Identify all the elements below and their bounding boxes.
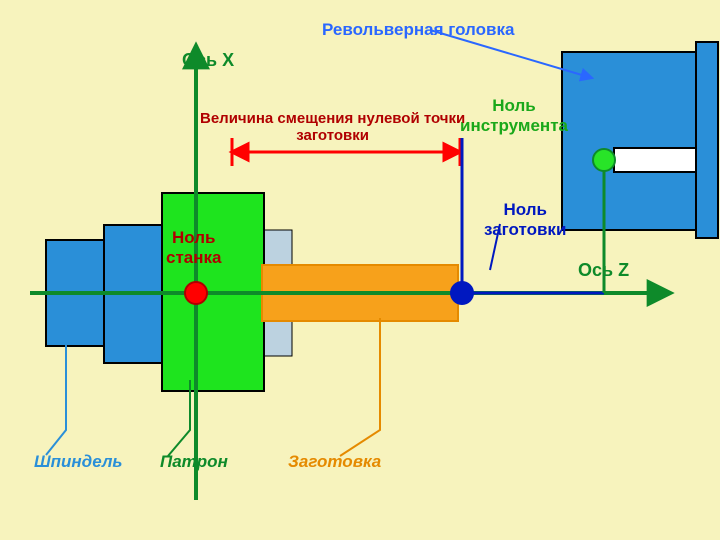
workZero-point (451, 282, 473, 304)
toolZero-point (593, 149, 615, 171)
dim-label: Величина смещения нулевой точки заготовк… (200, 110, 465, 145)
machineZero-label: Ноль станка (166, 228, 221, 267)
axisZ-label: Ось Z (578, 260, 629, 281)
diagram-stage: Ось X Ось Z Ноль станка Ноль заготовки Ноль … (0, 0, 720, 540)
chuck-label: Патрон (160, 452, 228, 472)
turret-label: Револьверная головка (322, 20, 514, 40)
workpiece-leader (340, 318, 380, 456)
workZero-label: Ноль заготовки (484, 200, 566, 239)
turretBody (562, 52, 700, 230)
toolZero-label: Ноль инструмента (460, 96, 568, 135)
machineZero-point (185, 282, 207, 304)
toolHolder (614, 148, 696, 172)
turretSide (696, 42, 718, 238)
workpiece-label: Заготовка (288, 452, 381, 472)
spindle-label: Шпиндель (34, 452, 123, 472)
axisX-label: Ось X (182, 50, 234, 71)
